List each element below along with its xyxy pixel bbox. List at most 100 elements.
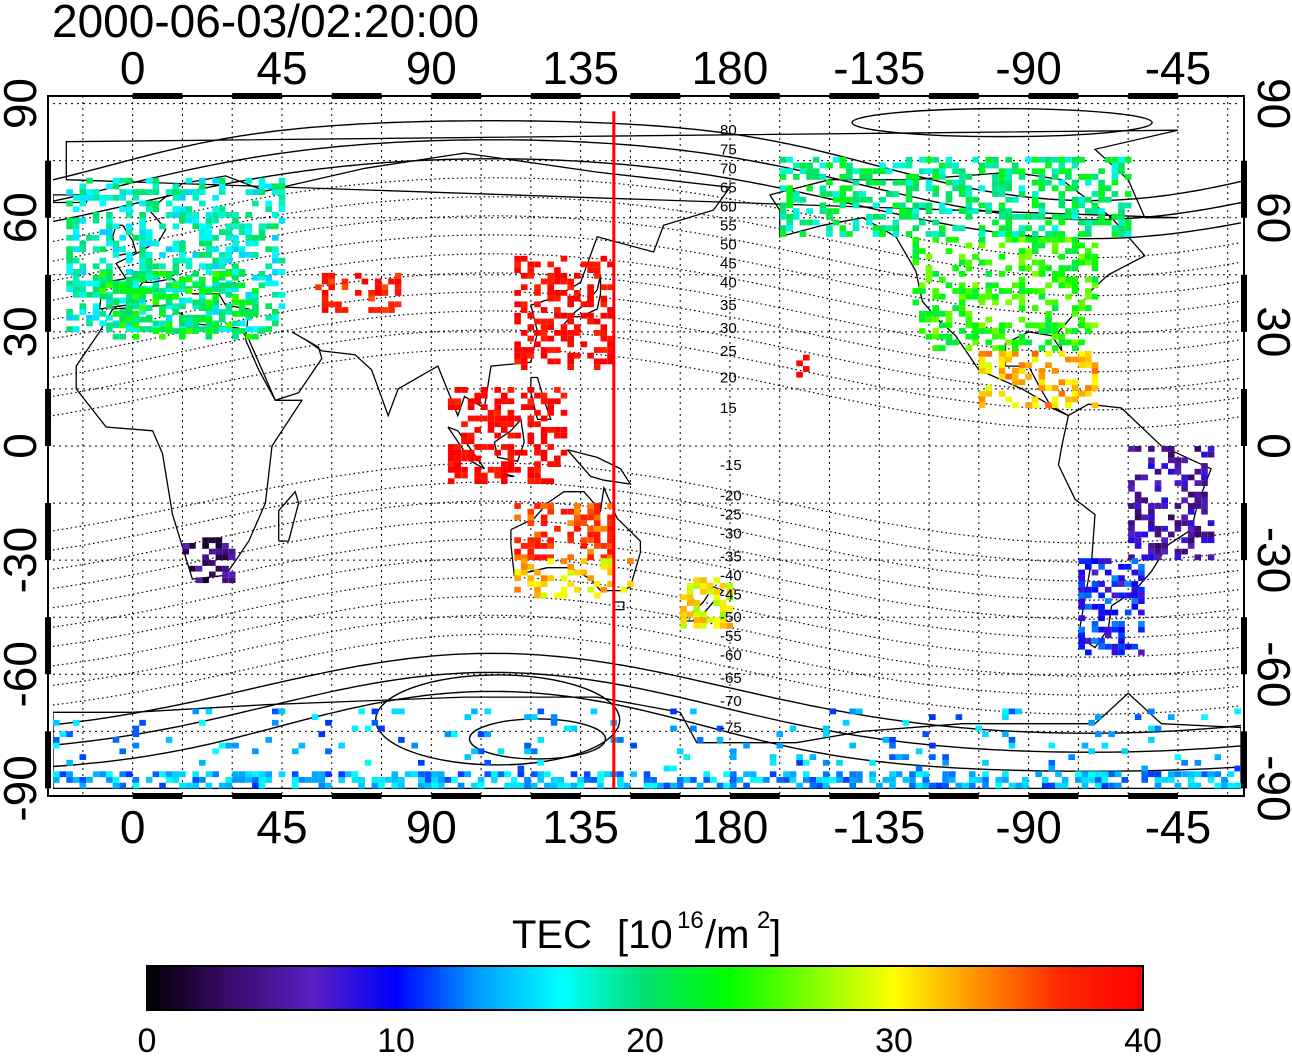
tec-cell xyxy=(826,213,833,220)
tec-cell xyxy=(547,554,554,561)
tec-cell xyxy=(132,274,140,281)
tec-cell xyxy=(786,225,793,232)
tec-cell xyxy=(1071,179,1079,186)
tec-cell xyxy=(670,782,677,789)
tec-cell xyxy=(962,782,969,789)
tec-cell xyxy=(514,554,521,561)
tec-cell xyxy=(992,345,999,351)
tec-cell xyxy=(786,168,793,175)
tec-cell xyxy=(1154,771,1162,778)
tec-cell xyxy=(232,212,239,218)
tec-cell xyxy=(152,274,160,281)
tec-cell xyxy=(179,333,186,340)
tec-cell xyxy=(1161,537,1168,544)
tec-cell xyxy=(1051,333,1059,340)
tec-cell xyxy=(514,569,521,576)
tec-cell xyxy=(272,183,279,190)
tec-cell xyxy=(554,272,561,279)
tec-cell xyxy=(418,777,425,783)
tec-cell xyxy=(958,271,966,277)
mlat-label-north: 15 xyxy=(720,400,737,417)
tec-cell xyxy=(978,202,986,209)
tec-cell xyxy=(1101,742,1109,749)
tec-cell xyxy=(514,575,521,582)
tec-cell xyxy=(165,189,173,195)
tec-cell xyxy=(527,554,535,561)
tec-cell xyxy=(1038,293,1046,300)
frame-bar xyxy=(829,793,880,799)
tec-cell xyxy=(1194,759,1202,766)
tec-cell xyxy=(1065,174,1072,180)
tec-cell xyxy=(315,284,322,291)
tec-cell xyxy=(812,168,820,175)
tec-cell xyxy=(159,320,166,327)
tec-cell xyxy=(706,588,714,595)
tec-cell xyxy=(106,240,113,247)
tec-cell xyxy=(839,191,847,197)
tec-cell xyxy=(1138,575,1145,582)
tec-cell xyxy=(132,280,140,287)
tec-cell xyxy=(570,771,578,778)
tec-cell xyxy=(929,714,936,720)
tec-cell xyxy=(152,240,160,247)
tec-cell xyxy=(939,208,946,214)
tec-cell xyxy=(388,278,395,285)
tec-cell xyxy=(477,748,485,755)
tec-cell xyxy=(895,754,903,760)
tec-cell xyxy=(139,257,146,264)
tec-cell xyxy=(72,777,80,783)
tec-cell xyxy=(222,548,229,555)
tec-cell xyxy=(494,398,501,405)
tec-cell xyxy=(554,461,561,467)
tec-cell xyxy=(126,229,133,235)
tec-cell xyxy=(643,782,651,789)
tec-cell xyxy=(554,387,561,393)
tec-cell xyxy=(1031,259,1039,266)
tec-cell xyxy=(1031,179,1039,186)
tec-cell xyxy=(1051,236,1059,243)
tec-cell xyxy=(1031,271,1039,277)
tec-cell xyxy=(826,162,833,169)
tec-cell xyxy=(1111,156,1119,163)
tec-cell xyxy=(139,271,146,277)
tec-cell xyxy=(982,782,989,789)
tec-cell xyxy=(686,594,694,601)
colorbar-tick-label: 0 xyxy=(138,1022,157,1057)
tec-cell xyxy=(607,569,614,576)
tec-cell xyxy=(806,168,813,175)
tec-cell xyxy=(358,777,365,783)
tec-cell xyxy=(912,248,920,254)
tec-cell xyxy=(1085,219,1092,226)
tec-cell xyxy=(547,461,554,467)
tec-cell xyxy=(192,271,199,277)
map-title: 2000-06-03/02:20:00 xyxy=(52,0,480,47)
tec-cell xyxy=(560,392,568,399)
tec-cell xyxy=(225,223,233,230)
tec-cell xyxy=(1085,196,1092,203)
tec-cell xyxy=(165,293,173,300)
tec-cell xyxy=(1091,558,1099,564)
tec-cell xyxy=(925,185,933,192)
tec-cell xyxy=(1071,162,1079,169)
tec-cell xyxy=(567,531,574,538)
tec-cell xyxy=(228,548,236,555)
tec-cell xyxy=(199,297,206,304)
tec-cell xyxy=(218,288,226,294)
tec-cell xyxy=(1118,156,1125,163)
tec-cell xyxy=(1078,299,1085,306)
tec-cell xyxy=(272,223,279,230)
tec-cell xyxy=(958,259,966,266)
tec-cell xyxy=(1134,514,1142,521)
lon-tick-label-bottom: 45 xyxy=(256,801,307,853)
tec-cell xyxy=(1051,328,1059,334)
tec-cell xyxy=(119,194,126,201)
tec-cell xyxy=(238,771,246,778)
tec-cell xyxy=(577,782,584,789)
tec-cell xyxy=(1078,242,1085,249)
tec-cell xyxy=(839,156,847,163)
tec-cell xyxy=(212,206,219,213)
tec-cell xyxy=(915,771,923,778)
tec-cell xyxy=(1108,782,1115,789)
lon-tick-label-bottom: 0 xyxy=(120,801,146,853)
tec-cell xyxy=(1018,282,1026,289)
